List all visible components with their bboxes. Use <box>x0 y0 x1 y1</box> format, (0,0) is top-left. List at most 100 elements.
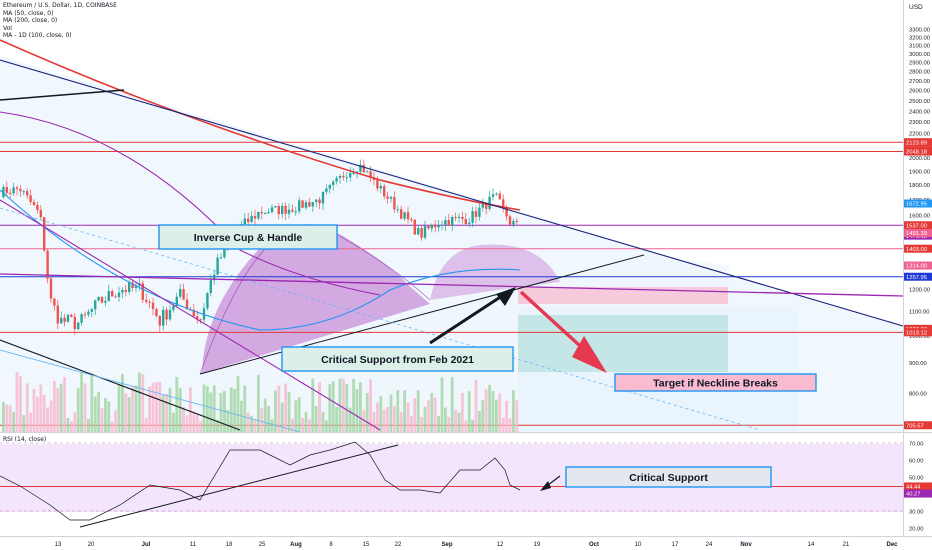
price-tick: 1800.00 <box>909 183 930 189</box>
volume-bar <box>32 388 36 432</box>
inverse-cup-fill <box>200 227 430 374</box>
volume-bar <box>104 397 107 432</box>
risk-zone <box>518 287 728 304</box>
volume-bar <box>257 374 260 432</box>
volume-bar <box>165 393 168 432</box>
price-label-bg <box>904 229 932 238</box>
volume-bar <box>185 415 189 432</box>
time-tick: 10 <box>635 542 642 548</box>
indicator-vol[interactable]: Vol <box>3 24 12 32</box>
volume-bar <box>331 381 335 432</box>
candle-body <box>315 199 318 203</box>
symbol-line[interactable]: Ethereum / U.S. Dollar, 1D, COINBASE <box>3 2 117 9</box>
volume-bar <box>291 418 294 432</box>
red-arrow-shaft <box>519 290 592 357</box>
candle-body <box>179 289 182 297</box>
candle-body <box>437 225 440 228</box>
candle-body <box>168 309 172 320</box>
volume-bar <box>386 407 389 432</box>
volume-bar <box>461 392 464 432</box>
indicator-ma100[interactable]: MA - 1D (100, close, 0) <box>3 32 72 39</box>
volume-bar <box>76 388 80 432</box>
inverse-cup-handle-box[interactable] <box>158 224 338 250</box>
volume-bar <box>396 390 400 432</box>
candle-body <box>342 175 345 178</box>
volume-bar <box>66 417 70 432</box>
price-tick: 900.00 <box>909 361 927 367</box>
rsi-tick: 20.00 <box>909 527 924 533</box>
volume-bar <box>457 412 461 432</box>
candle-body <box>338 175 342 178</box>
indicator-ma50[interactable]: MA (50, close, 0) <box>3 9 54 17</box>
candle-body <box>359 164 362 172</box>
target-neckline-box[interactable] <box>614 373 817 392</box>
volume-bar <box>355 389 359 432</box>
candle-body <box>508 216 512 225</box>
volume-bar <box>144 418 148 432</box>
rsi-arrow-head <box>540 481 551 491</box>
price-tick: 1600.00 <box>909 213 930 219</box>
candle-body <box>148 301 151 303</box>
volume-bar <box>491 390 495 432</box>
candle-body <box>5 187 8 193</box>
candle-body <box>162 309 165 326</box>
volume-bar <box>63 377 66 432</box>
candle-body <box>406 212 410 220</box>
candle-body <box>49 278 53 299</box>
volume-bar <box>138 372 141 432</box>
volume-bar <box>314 406 318 432</box>
critical-support-rsi-label: Critical Support <box>629 472 708 484</box>
price-tick: 3000.00 <box>909 52 930 58</box>
time-tick: 24 <box>706 542 713 548</box>
volume-bar <box>206 386 209 432</box>
volume-bar <box>260 408 264 432</box>
volume-bar <box>250 415 253 432</box>
volume-bar <box>172 412 175 432</box>
price-label: 1257.95 <box>906 275 927 281</box>
indicator-ma200[interactable]: MA (200, close, 0) <box>3 17 58 24</box>
rsi-legend[interactable]: RSI (14, close) <box>3 436 47 443</box>
volume-bar <box>328 384 332 432</box>
candle-body <box>117 292 121 298</box>
volume-bar <box>195 413 199 432</box>
candle-body <box>32 201 36 205</box>
volume-bar <box>155 382 158 432</box>
candle-body <box>311 202 314 207</box>
candle-body <box>73 316 76 330</box>
candle-body <box>284 205 287 214</box>
candle-body <box>417 228 420 235</box>
critical-support-feb-box[interactable] <box>281 346 514 372</box>
candle-body <box>349 173 352 178</box>
price-tick: 2500.00 <box>909 99 930 105</box>
price-label-bg <box>904 221 932 230</box>
price-tick: 2700.00 <box>909 79 930 85</box>
candle-body <box>345 177 348 179</box>
candle-body <box>90 309 93 312</box>
candle-body <box>155 308 158 316</box>
price-tick: 3200.00 <box>909 35 930 41</box>
time-tick: 15 <box>363 542 370 548</box>
time-tick: 19 <box>534 542 541 548</box>
candle-body <box>36 204 39 210</box>
price-tick: 3100.00 <box>909 44 930 50</box>
candle-body <box>328 184 331 189</box>
price-label-bg <box>904 138 932 147</box>
candle-body <box>298 200 301 212</box>
blue-lower-line <box>0 349 301 433</box>
candle-body <box>175 296 178 306</box>
candle-body <box>464 219 467 225</box>
volume-bar <box>29 412 32 432</box>
candle-body <box>151 302 155 309</box>
critical-support-rsi-box[interactable] <box>565 466 772 488</box>
volume-bar <box>508 418 512 432</box>
indicator-lines-layer <box>0 39 904 433</box>
candle-body <box>287 209 291 214</box>
rsi-tick: 60.00 <box>909 459 924 465</box>
candle-body <box>498 193 501 200</box>
price-label-bg <box>904 261 932 270</box>
volume-bar <box>93 396 97 432</box>
candle-body <box>393 197 396 210</box>
price-tick: 1100.00 <box>909 310 930 316</box>
